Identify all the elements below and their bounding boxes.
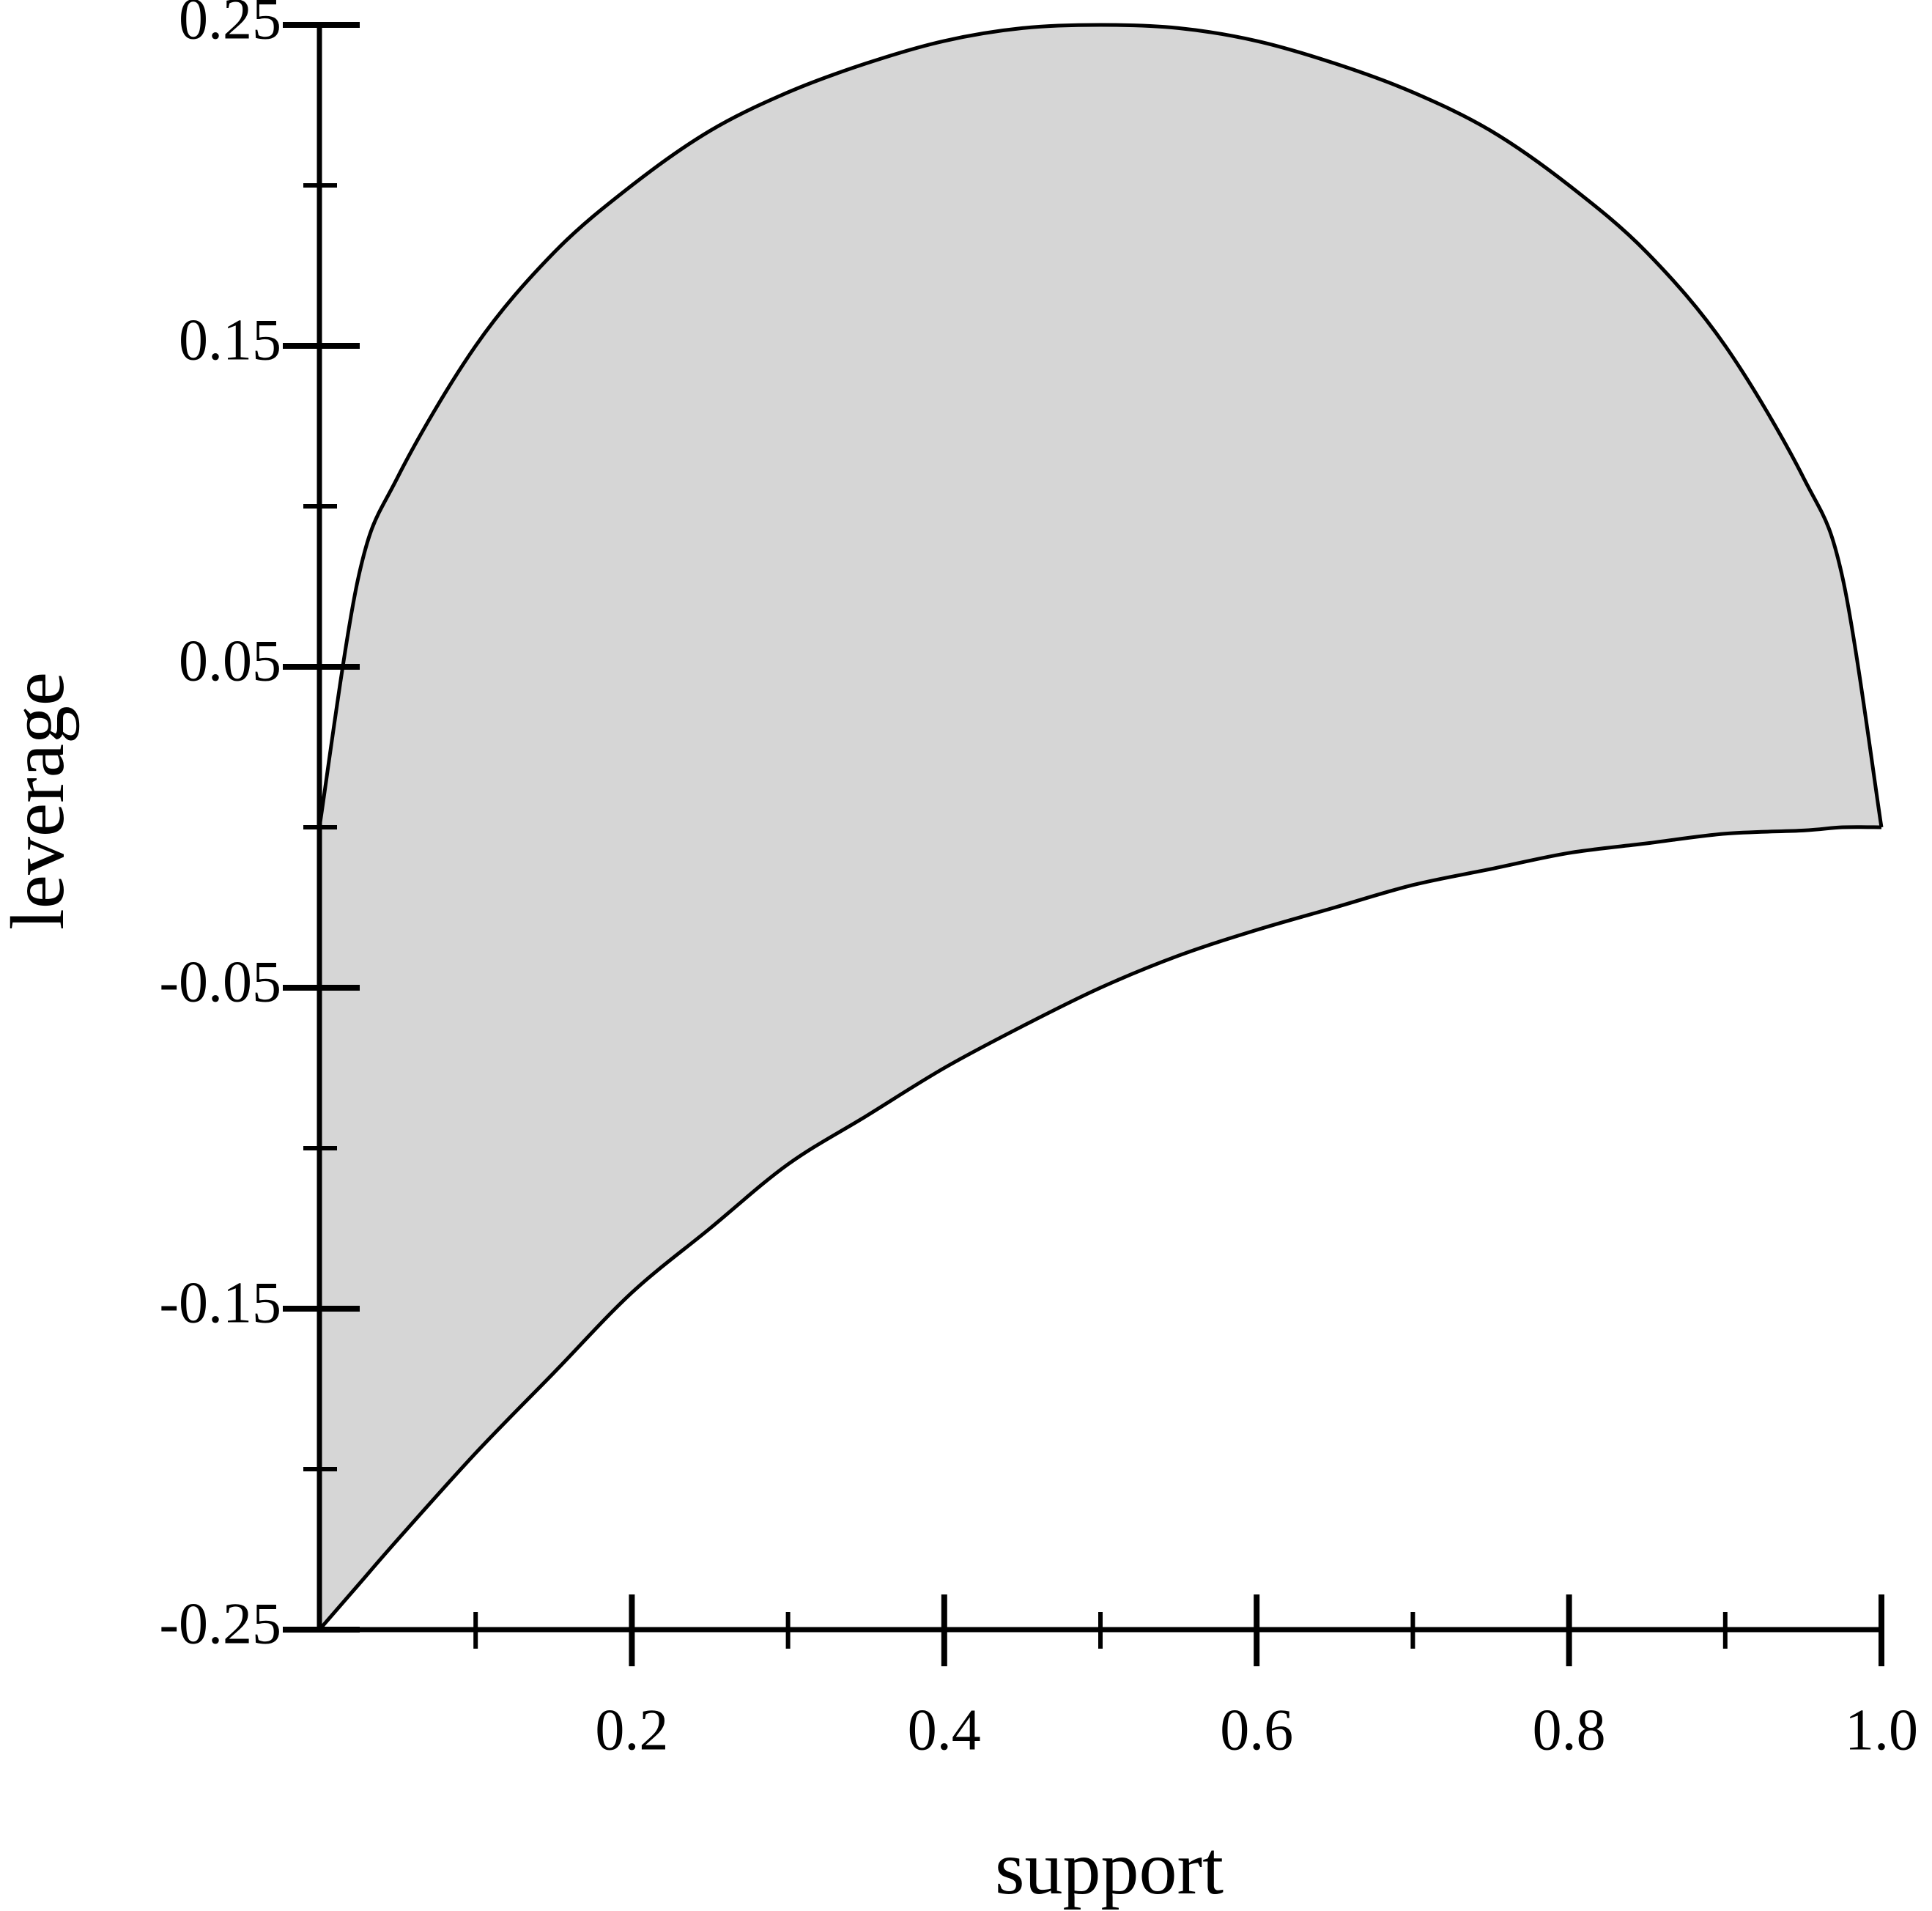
area-fill [319, 25, 1881, 1630]
y-tick-label: -0.25 [159, 1592, 281, 1656]
x-tick-label: 1.0 [1845, 1698, 1918, 1762]
x-axis-label: support [995, 1826, 1224, 1910]
boundary-line [317, 23, 1884, 828]
x-tick-label: 0.2 [595, 1698, 668, 1762]
x-tick-label: 0.4 [908, 1698, 981, 1762]
x-tick-label: 0.6 [1220, 1698, 1293, 1762]
y-tick-label: 0.15 [179, 308, 281, 372]
y-axis-label: leverage [0, 672, 80, 930]
y-tick-label: -0.15 [159, 1271, 281, 1335]
y-tick-label: -0.05 [159, 950, 281, 1014]
boundary-line [318, 825, 1882, 1631]
y-tick-label: 0.05 [179, 629, 281, 693]
x-tick-label: 0.8 [1533, 1698, 1606, 1762]
y-tick-label: 0.25 [179, 0, 281, 51]
